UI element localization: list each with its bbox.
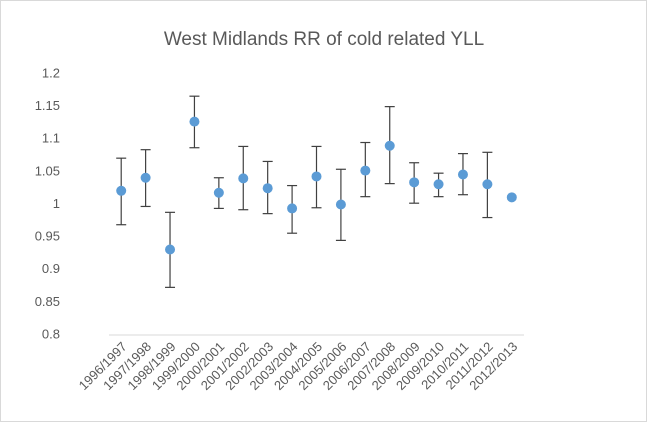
point <box>165 244 176 255</box>
point <box>116 185 127 196</box>
point <box>262 183 273 194</box>
point <box>409 177 420 188</box>
point <box>384 140 395 151</box>
point <box>311 171 322 182</box>
point <box>189 116 200 127</box>
point <box>238 173 249 184</box>
y-tick-label: 1.1 <box>42 131 60 146</box>
point <box>213 187 224 198</box>
chart-title: West Midlands RR of cold related YLL <box>164 29 484 50</box>
y-tick-label: 0.9 <box>42 261 60 276</box>
point <box>335 199 346 210</box>
point <box>140 172 151 183</box>
y-tick-label: 1.2 <box>42 65 60 80</box>
point <box>433 179 444 190</box>
y-tick-label: 0.95 <box>35 229 60 244</box>
point <box>287 203 298 214</box>
y-tick-label: 1 <box>53 196 60 211</box>
y-tick-label: 1.15 <box>35 98 60 113</box>
y-tick-label: 0.8 <box>42 326 60 341</box>
point <box>360 165 371 176</box>
y-tick-label: 0.85 <box>35 294 60 309</box>
point <box>482 179 493 190</box>
y-tick-label: 1.05 <box>35 163 60 178</box>
point <box>506 192 517 203</box>
point <box>457 169 468 180</box>
